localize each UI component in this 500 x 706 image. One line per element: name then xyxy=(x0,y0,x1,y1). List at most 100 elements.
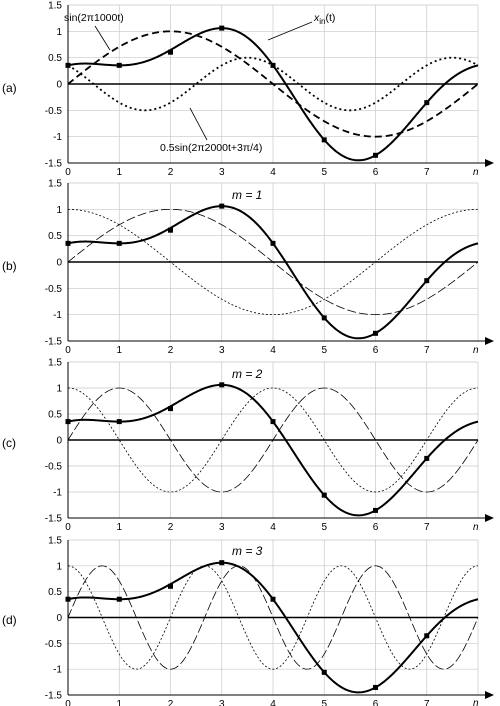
panel-c-m-label: m = 2 xyxy=(232,367,263,381)
panel-c-ytick-5: -1 xyxy=(53,488,62,499)
panel-d-ytick-6: -1.5 xyxy=(45,691,63,702)
panel-b-ytick-0: 1.5 xyxy=(48,179,62,190)
panel-a-ytick-1: 1 xyxy=(56,27,62,38)
panel-c-label: (c) xyxy=(2,436,16,450)
panel-a-axes xyxy=(67,5,494,167)
panel-b: 1.510.50-0.5-1-1.50 1 2 3 4 5 6 7 (b) n m = 1 xyxy=(2,179,494,357)
panel-c-sample-4 xyxy=(270,419,276,425)
panel-a-ytick-4: -0.5 xyxy=(45,106,63,117)
panel-b-xtick-7: 7 xyxy=(424,345,430,356)
panel-a-ytick-5: -1 xyxy=(53,132,62,143)
panel-b-ytick-5: -1 xyxy=(53,310,62,321)
panel-a-xtick-3: 3 xyxy=(219,167,225,178)
panel-b-xtick-2: 2 xyxy=(168,345,174,356)
panel-d-ytick-1: 1 xyxy=(56,561,62,572)
panel-b-sample-1 xyxy=(116,240,122,246)
panel-c: 1.510.50-0.5-1-1.50 1 2 3 4 5 6 7 (c) n m = 2 xyxy=(2,358,494,533)
panel-a-xtick-1: 1 xyxy=(116,167,122,178)
xin-subscript: in xyxy=(319,17,325,26)
xin-main: x xyxy=(313,12,320,24)
panel-d-curves xyxy=(65,560,479,694)
panel-c-x-arrow xyxy=(485,514,494,522)
panel-a-sample-7 xyxy=(424,100,430,106)
panel-d-x-arrow xyxy=(485,691,494,699)
sin1000-leader xyxy=(94,25,111,51)
panel-c-xtick-0: 0 xyxy=(65,522,71,533)
panel-b-xtick-4: 4 xyxy=(270,345,276,356)
panel-a: 1.510.50-0.5-1-1.50 1 2 3 4 5 6 7 (a) n sin(2π1… xyxy=(2,1,494,178)
panel-c-xtick-2: 2 xyxy=(168,522,174,533)
panel-d-sample-5 xyxy=(321,669,327,675)
panel-b-sample-5 xyxy=(321,315,327,321)
panel-c-ytick-6: -1.5 xyxy=(45,514,63,525)
panel-d-sample-1 xyxy=(116,596,122,602)
panel-a-ytick-2: 0.5 xyxy=(48,53,62,64)
panel-c-sample-3 xyxy=(219,382,225,388)
panel-d-xtick-0: 0 xyxy=(65,699,71,706)
panel-d-xtick-6: 6 xyxy=(373,699,379,706)
panel-c-sample-2 xyxy=(168,406,173,412)
panel-b-ytick-2: 0.5 xyxy=(48,231,62,242)
panel-a-sample-2 xyxy=(168,49,173,55)
panel-d-axes xyxy=(67,540,494,699)
panel-c-ytick-0: 1.5 xyxy=(48,358,62,369)
panel-d-sample-6 xyxy=(373,684,378,690)
panel-a-xtick-5: 5 xyxy=(321,167,327,178)
sin2000-annotation: 0.5sin(2π2000t+3π/4) xyxy=(160,142,262,154)
panel-d-xtick-4: 4 xyxy=(270,699,276,706)
panel-c-ytick-2: 0.5 xyxy=(48,410,62,421)
panel-d-ytick-2: 0.5 xyxy=(48,587,62,598)
panel-a-curves xyxy=(65,25,479,162)
panel-d-xtick-3: 3 xyxy=(219,699,225,706)
panel-d-xtick-5: 5 xyxy=(321,699,327,706)
panel-c-n-label: n xyxy=(473,522,479,533)
panel-c-curves xyxy=(65,382,479,517)
panel-a-xtick-2: 2 xyxy=(168,167,174,178)
xin-arg: (t) xyxy=(325,12,335,24)
panel-b-ytick-6: -1.5 xyxy=(45,337,63,348)
panel-d-xtick-7: 7 xyxy=(424,699,430,706)
panel-d-ytick-4: -0.5 xyxy=(45,639,63,650)
panel-c-xtick-4: 4 xyxy=(270,522,276,533)
panel-d-tick-labels: 1.510.50-0.5-1-1.50 1 2 3 4 5 6 7 xyxy=(45,536,430,706)
panel-a-x-arrow xyxy=(485,159,494,167)
panel-b-sample-4 xyxy=(270,240,276,246)
panel-b-xtick-0: 0 xyxy=(65,345,71,356)
panel-c-ytick-3: 0 xyxy=(56,436,62,447)
panel-b-curves xyxy=(65,203,479,340)
panel-a-sample-5 xyxy=(321,137,327,143)
panel-b-sample-3 xyxy=(219,203,225,209)
panel-d-xtick-2: 2 xyxy=(168,699,174,706)
panel-a-ytick-3: 0 xyxy=(56,80,62,91)
panel-b-tick-labels: 1.510.50-0.5-1-1.50 1 2 3 4 5 6 7 xyxy=(45,179,430,357)
xin-leader xyxy=(267,21,313,41)
panel-a-xtick-7: 7 xyxy=(424,167,430,178)
panel-b-sample-6 xyxy=(373,330,378,336)
panel-a-sample-3 xyxy=(219,25,225,31)
panel-a-xtick-4: 4 xyxy=(270,167,276,178)
panel-c-ytick-1: 1 xyxy=(56,384,62,395)
panel-d-ytick-5: -1 xyxy=(53,665,62,676)
panel-a-ytick-6: -1.5 xyxy=(45,159,63,170)
panel-b-ytick-3: 0 xyxy=(56,258,62,269)
panel-b-xtick-6: 6 xyxy=(373,345,379,356)
panel-b-label: (b) xyxy=(2,259,17,273)
panel-d-m-label: m = 3 xyxy=(232,544,263,558)
panel-d-cosine-curve xyxy=(67,565,479,670)
panel-c-xtick-7: 7 xyxy=(424,522,430,533)
panel-a-label: (a) xyxy=(2,81,17,95)
panel-b-xtick-5: 5 xyxy=(321,345,327,356)
panel-b-sample-7 xyxy=(424,278,430,284)
panel-d-sample-4 xyxy=(270,596,276,602)
panel-d-ytick-3: 0 xyxy=(56,613,62,624)
panel-d-xtick-1: 1 xyxy=(116,699,122,706)
panel-c-xtick-3: 3 xyxy=(219,522,225,533)
panel-c-xtick-1: 1 xyxy=(116,522,122,533)
panel-b-sample-2 xyxy=(168,227,173,233)
panel-a-sample-1 xyxy=(116,62,122,68)
panel-d-ytick-0: 1.5 xyxy=(48,536,62,547)
panel-d-sample-7 xyxy=(424,633,430,639)
panel-b-axes xyxy=(67,183,494,345)
panel-b-xtick-3: 3 xyxy=(219,345,225,356)
